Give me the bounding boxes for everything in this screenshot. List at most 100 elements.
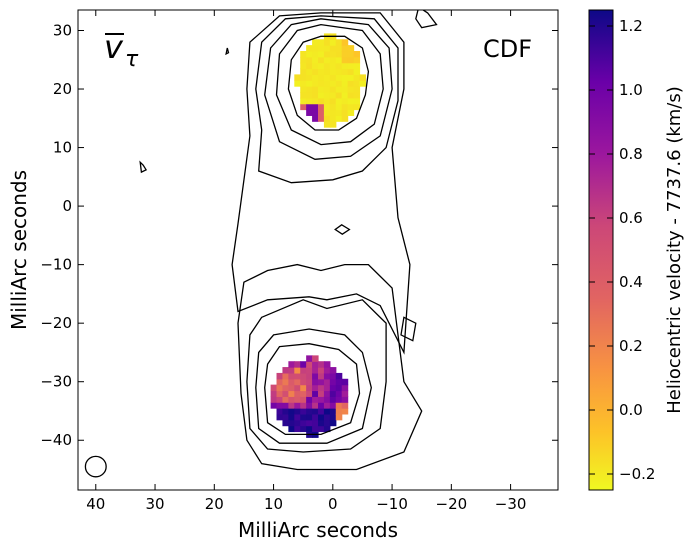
heatmap-pixel (288, 361, 295, 368)
heatmap-pixel (318, 402, 325, 409)
heatmap-pixel (288, 425, 295, 433)
x-tick-label: 20 (205, 495, 224, 513)
heatmap-pixel (306, 378, 313, 386)
heatmap-pixel (323, 367, 331, 374)
heatmap-pixel (318, 425, 325, 433)
heatmap-pixel (294, 408, 301, 415)
heatmap-pixel (347, 56, 355, 64)
heatmap-pixel (318, 115, 325, 122)
heatmap-pixel (282, 419, 289, 427)
heatmap-pixel (347, 86, 355, 93)
heatmap-pixel (306, 390, 313, 397)
heatmap-pixel (335, 62, 343, 70)
heatmap-pixel (341, 396, 349, 403)
y-axis-label: MilliArc seconds (7, 170, 31, 330)
heatmap-pixel (335, 408, 343, 415)
heatmap-pixel (312, 62, 319, 70)
y-tick-label: 10 (53, 139, 72, 157)
heatmap-pixel (294, 372, 301, 380)
heatmap-pixel (329, 103, 337, 111)
heatmap-pixel (318, 62, 325, 70)
colorbar-tick-label: 1.0 (619, 81, 643, 99)
heatmap-pixel (335, 68, 343, 75)
heatmap-pixel (359, 74, 367, 81)
heatmap-pixel (323, 80, 331, 87)
heatmap-pixel (276, 402, 284, 409)
heatmap-pixel (306, 367, 313, 374)
heatmap-pixel (347, 50, 355, 58)
heatmap-pixel (306, 355, 313, 362)
heatmap-pixel (306, 56, 313, 64)
heatmap-pixel (300, 68, 307, 75)
heatmap-pixel (318, 56, 325, 64)
heatmap-pixel (300, 80, 307, 87)
contour-island (225, 47, 230, 56)
heatmap-pixel (318, 109, 325, 116)
heatmap-pixel (276, 413, 284, 421)
heatmap-pixel (329, 367, 337, 374)
heatmap-pixel (312, 372, 319, 380)
heatmap-pixel (335, 396, 343, 403)
heatmap-pixel (335, 109, 343, 116)
x-axis-label: MilliArc seconds (238, 518, 398, 542)
heatmap-pixel (329, 74, 337, 81)
colorbar-label: Heliocentric velocity - 7737.6 (km/s) (664, 86, 685, 414)
heatmap-pixel (318, 361, 325, 368)
heatmap-pixel (341, 109, 349, 116)
contour-line (231, 12, 411, 355)
x-tick-label: −10 (376, 495, 408, 513)
heatmap-pixel (300, 390, 307, 397)
heatmap-pixel (312, 378, 319, 386)
heatmap-pixel (306, 419, 313, 427)
y-tick-labels: 30 20 10 0 −10 −20 −30 −40 (40, 21, 72, 449)
heatmap-pixel (335, 378, 343, 386)
heatmap-pixel (323, 115, 331, 122)
heatmap-pixel (312, 68, 319, 75)
heatmap-pixel (347, 109, 355, 116)
heatmap-pixel (276, 384, 284, 392)
heatmap-pixel (306, 74, 313, 81)
heatmap-pixel (323, 384, 331, 392)
velocity-heatmap (270, 33, 367, 438)
heatmap-pixel (312, 355, 319, 362)
x-tick-label: −30 (495, 495, 527, 513)
contour-line (264, 18, 393, 160)
heatmap-pixel (335, 39, 343, 46)
heatmap-pixel (341, 103, 349, 111)
contour-island (139, 160, 148, 174)
y-tick-label: −20 (40, 314, 72, 332)
heatmap-pixel (276, 378, 284, 386)
heatmap-pixel (318, 372, 325, 380)
heatmap-pixel (318, 80, 325, 87)
heatmap-pixel (341, 378, 349, 386)
heatmap-pixel (312, 425, 319, 433)
heatmap-pixel (323, 68, 331, 75)
heatmap-pixel (282, 408, 289, 415)
heatmap-pixel (329, 390, 337, 397)
heatmap-pixel (294, 384, 301, 392)
heatmap-pixel (306, 50, 313, 58)
heatmap-pixel (318, 68, 325, 75)
heatmap-pixel (312, 50, 319, 58)
quantity-subscript-tau: τ (125, 47, 139, 72)
heatmap-pixel (329, 372, 337, 380)
heatmap-pixel (341, 56, 349, 64)
heatmap-pixel (323, 45, 331, 52)
heatmap-pixel (300, 413, 307, 421)
heatmap-pixel (341, 97, 349, 105)
heatmap-pixel (306, 97, 313, 105)
heatmap-pixel (341, 68, 349, 75)
colorbar-ticks: −0.2 0.0 0.2 0.4 0.6 0.8 1.0 1.2 (589, 17, 655, 483)
heatmap-pixel (341, 86, 349, 93)
heatmap-pixel (323, 361, 331, 368)
heatmap-pixel (347, 45, 355, 52)
y-tick-label: −30 (40, 373, 72, 391)
heatmap-pixel (323, 390, 331, 397)
heatmap-pixel (294, 425, 301, 433)
heatmap-pixel (270, 384, 278, 392)
heatmap-pixel (335, 91, 343, 99)
heatmap-pixel (306, 384, 313, 392)
heatmap-pixel (306, 80, 313, 87)
heatmap-pixel (335, 97, 343, 105)
x-tick-label: 10 (264, 495, 283, 513)
